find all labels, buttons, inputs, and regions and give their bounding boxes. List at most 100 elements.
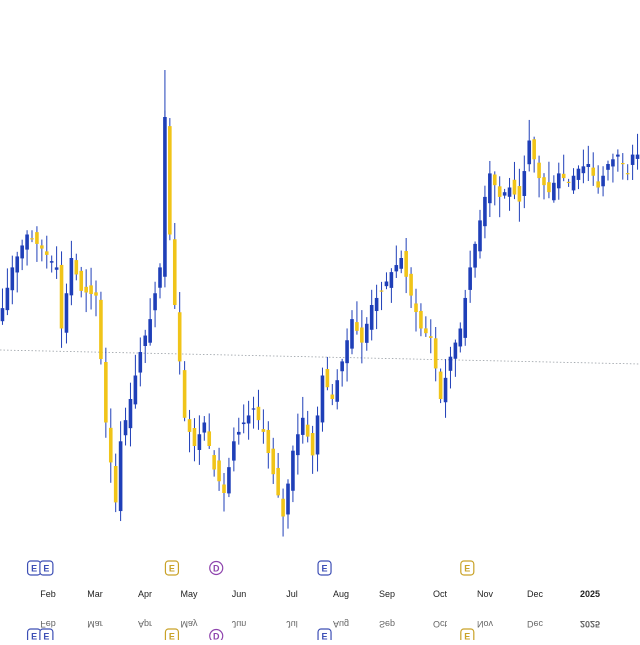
candle bbox=[44, 235, 49, 269]
event-marker-label: E bbox=[31, 564, 37, 574]
candle bbox=[40, 239, 44, 262]
candle bbox=[286, 479, 290, 529]
candle-body bbox=[10, 267, 15, 291]
x-tick-label: Aug bbox=[333, 589, 349, 599]
candle-body bbox=[360, 327, 364, 343]
candle bbox=[507, 177, 512, 211]
candle bbox=[566, 178, 571, 187]
candle bbox=[261, 409, 266, 444]
event-marker-e-1[interactable]: E bbox=[39, 560, 54, 576]
candle bbox=[335, 369, 340, 410]
candle bbox=[89, 267, 93, 310]
candle-body bbox=[177, 312, 182, 362]
candle bbox=[108, 408, 113, 483]
candle bbox=[483, 185, 487, 239]
event-marker-d-3[interactable]: D bbox=[209, 628, 224, 644]
candle bbox=[99, 291, 103, 365]
x-tick-label-mirror: Oct bbox=[433, 619, 448, 629]
candle-body bbox=[428, 336, 433, 338]
candle bbox=[630, 144, 635, 180]
candle bbox=[30, 230, 34, 243]
candle-body bbox=[30, 238, 34, 240]
candle-body bbox=[187, 419, 192, 432]
event-marker-e-4[interactable]: E bbox=[317, 628, 332, 644]
event-marker-e-2[interactable]: E bbox=[164, 628, 180, 644]
candle bbox=[182, 361, 187, 422]
candle-body bbox=[305, 424, 310, 437]
candle-body bbox=[552, 182, 556, 201]
candle-body bbox=[497, 186, 502, 197]
candle bbox=[187, 409, 192, 453]
candle-body bbox=[537, 162, 541, 179]
x-tick-label-mirror: Nov bbox=[477, 619, 494, 629]
candle bbox=[330, 383, 335, 406]
candle-body bbox=[197, 434, 202, 450]
candle-body bbox=[463, 297, 468, 338]
x-tick-label-mirror: May bbox=[180, 619, 198, 629]
candle bbox=[394, 245, 399, 278]
candle bbox=[571, 168, 576, 194]
candle-body bbox=[414, 303, 418, 313]
event-marker-e-1[interactable]: E bbox=[39, 628, 54, 644]
candle-body bbox=[227, 467, 231, 494]
candle-body bbox=[473, 243, 477, 268]
event-marker-e-4[interactable]: E bbox=[317, 560, 332, 576]
candle bbox=[497, 176, 502, 218]
candle bbox=[552, 175, 556, 203]
x-tick-label: May bbox=[180, 589, 198, 599]
candle bbox=[419, 303, 423, 337]
event-marker-label: D bbox=[213, 632, 220, 641]
candle-body bbox=[172, 239, 177, 305]
candle bbox=[207, 413, 212, 449]
candle bbox=[143, 329, 148, 364]
candle-body bbox=[276, 467, 280, 496]
candle-body bbox=[502, 192, 507, 196]
reference-line-group bbox=[0, 349, 640, 365]
candle-body bbox=[566, 181, 571, 184]
candle bbox=[177, 292, 182, 375]
event-marker-label: D bbox=[213, 564, 220, 574]
event-marker-d-3[interactable]: D bbox=[209, 560, 224, 576]
candle bbox=[438, 368, 443, 404]
candle-body bbox=[635, 154, 640, 159]
candle bbox=[79, 266, 84, 298]
candle-body bbox=[384, 281, 389, 287]
candle-body bbox=[320, 375, 325, 423]
candle bbox=[320, 367, 325, 432]
candle bbox=[556, 162, 561, 200]
candle bbox=[94, 280, 98, 317]
x-tick-label: Dec bbox=[527, 589, 544, 599]
candle-body bbox=[104, 361, 108, 423]
x-tick-label: Mar bbox=[87, 589, 103, 599]
candle-body bbox=[291, 450, 295, 491]
candle bbox=[197, 415, 202, 465]
candle bbox=[473, 241, 477, 278]
event-marker-e-0[interactable]: E bbox=[26, 560, 42, 576]
x-tick-label: Jun bbox=[232, 589, 247, 599]
candle-body bbox=[527, 140, 532, 165]
event-marker-e-5[interactable]: E bbox=[460, 628, 475, 644]
candle bbox=[542, 173, 546, 200]
candle-body bbox=[404, 251, 408, 277]
candle bbox=[123, 407, 128, 446]
candle-body bbox=[468, 267, 472, 290]
candle-body bbox=[364, 323, 369, 343]
candle-body bbox=[271, 448, 276, 475]
candle-body bbox=[369, 305, 374, 330]
event-e-icon bbox=[460, 560, 475, 576]
candle-body bbox=[611, 159, 615, 167]
candle-body bbox=[94, 292, 98, 296]
event-marker-e-5[interactable]: E bbox=[460, 560, 475, 576]
candle bbox=[384, 272, 389, 290]
event-marker-label: E bbox=[464, 564, 470, 574]
event-marker-label: E bbox=[43, 632, 49, 641]
candle bbox=[236, 417, 241, 445]
event-marker-e-2[interactable]: E bbox=[164, 560, 180, 576]
event-marker-e-0[interactable]: E bbox=[26, 628, 42, 644]
x-tick-label: Feb bbox=[40, 589, 56, 599]
candle bbox=[369, 289, 374, 341]
candle bbox=[222, 472, 226, 512]
candle bbox=[15, 251, 20, 293]
